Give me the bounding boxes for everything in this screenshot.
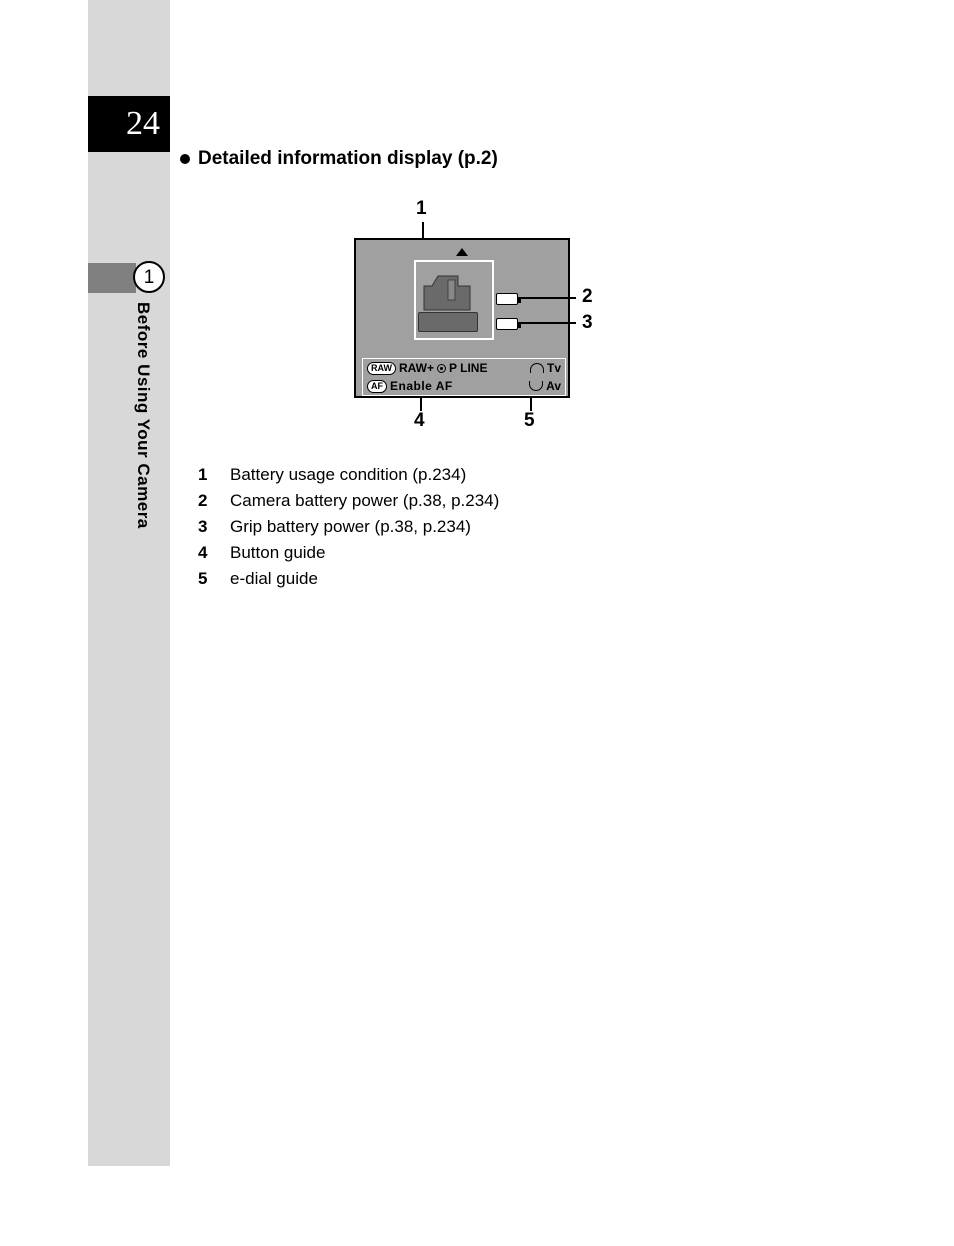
legend-text: Camera battery power (p.38, p.234) [230, 488, 499, 514]
record-icon [437, 364, 446, 373]
camera-icon [418, 270, 478, 310]
guide-row-2: AF Enable AF Av [363, 377, 565, 395]
legend-item: 2 Camera battery power (p.38, p.234) [198, 488, 499, 514]
raw-pill: RAW [367, 362, 396, 375]
callout-2: 2 [582, 286, 593, 308]
section-heading: Detailed information display (p.2) [180, 148, 498, 170]
chapter-tab [88, 263, 136, 293]
bullet-icon [180, 154, 190, 164]
callout-line [420, 397, 422, 411]
legend-item: 4 Button guide [198, 540, 499, 566]
callout-line [530, 397, 532, 411]
callout-3: 3 [582, 312, 593, 334]
lcd-screen: RAW RAW+ P LINE Tv AF Enable AF Av [354, 238, 570, 398]
callout-4: 4 [414, 410, 425, 432]
front-dial-icon [530, 363, 544, 373]
battery-icon [496, 318, 518, 330]
guide-text: P LINE [449, 361, 487, 375]
chapter-title: Before Using Your Camera [133, 302, 153, 529]
callout-line [520, 322, 576, 324]
guide-text: Av [546, 379, 561, 393]
callout-5: 5 [524, 410, 535, 432]
guide-text: Enable AF [390, 379, 453, 393]
guide-text: Tv [547, 361, 561, 375]
legend-text: e-dial guide [230, 566, 318, 592]
af-pill: AF [367, 380, 387, 393]
legend-item: 3 Grip battery power (p.38, p.234) [198, 514, 499, 540]
legend-num: 2 [198, 488, 230, 514]
display-diagram: 1 RAW RAW+ P LINE Tv AF [354, 200, 614, 430]
legend-num: 4 [198, 540, 230, 566]
legend-num: 1 [198, 462, 230, 488]
battery-icon [496, 293, 518, 305]
grip-icon [418, 312, 478, 332]
legend-text: Grip battery power (p.38, p.234) [230, 514, 471, 540]
chapter-badge-icon: 1 [132, 260, 166, 294]
legend-list: 1 Battery usage condition (p.234) 2 Came… [198, 462, 499, 592]
guide-row-1: RAW RAW+ P LINE Tv [363, 359, 565, 377]
legend-text: Battery usage condition (p.234) [230, 462, 466, 488]
heading-text: Detailed information display (p.2) [198, 148, 498, 170]
svg-text:1: 1 [144, 267, 155, 288]
callout-1: 1 [416, 198, 427, 220]
guide-box: RAW RAW+ P LINE Tv AF Enable AF Av [362, 358, 566, 396]
up-arrow-icon [456, 248, 468, 256]
sidebar [88, 0, 170, 1166]
page-number: 24 [88, 96, 170, 152]
legend-item: 5 e-dial guide [198, 566, 499, 592]
legend-num: 5 [198, 566, 230, 592]
legend-num: 3 [198, 514, 230, 540]
rear-dial-icon [529, 381, 543, 391]
legend-text: Button guide [230, 540, 325, 566]
callout-line [520, 297, 576, 299]
legend-item: 1 Battery usage condition (p.234) [198, 462, 499, 488]
guide-text: RAW+ [399, 361, 434, 375]
